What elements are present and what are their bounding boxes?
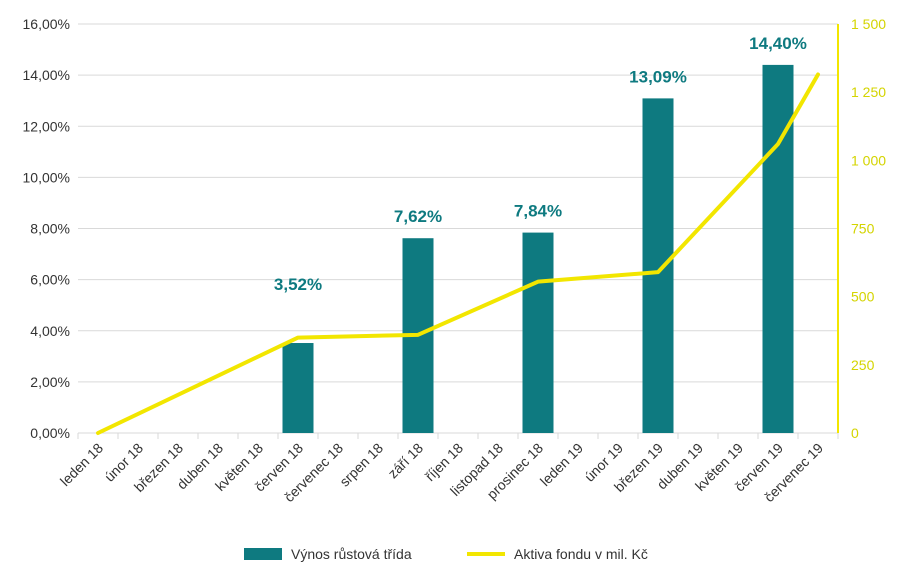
x-tick-label: srpen 18 <box>336 440 386 490</box>
line-series <box>96 72 820 435</box>
legend-swatch-bar <box>244 548 282 560</box>
legend-label-line: Aktiva fondu v mil. Kč <box>514 546 648 562</box>
y-right-tick-label: 1 500 <box>851 16 886 32</box>
x-tick-label: leden 19 <box>537 440 586 489</box>
y-right-tick-label: 1 250 <box>851 84 886 100</box>
bar <box>282 343 314 433</box>
x-tick-label: září 18 <box>385 440 427 482</box>
y-left-tick-label: 10,00% <box>23 169 70 185</box>
y-right-tick-label: 750 <box>851 221 875 237</box>
y-left-tick-label: 16,00% <box>23 16 70 32</box>
bars <box>282 64 794 434</box>
y-right-tick-label: 500 <box>851 289 875 305</box>
bar-data-label: 14,40% <box>749 34 807 53</box>
y-left-tick-label: 6,00% <box>30 272 70 288</box>
bar <box>762 64 794 434</box>
left-axis-ticks: 0,00% 2,00% 4,00% 6,00% 8,00% 10,00% 12,00% 14,… <box>23 16 70 441</box>
bar-data-label: 7,84% <box>514 202 562 221</box>
y-left-tick-label: 2,00% <box>30 374 70 390</box>
gridlines <box>78 23 838 434</box>
bar-labels: 3,52% 7,62% 7,84% 13,09% 14,40% <box>274 34 807 294</box>
bar-data-label: 3,52% <box>274 275 322 294</box>
legend: Výnos růstová třída Aktiva fondu v mil. … <box>244 546 648 562</box>
bar <box>642 98 674 433</box>
bar-data-label: 13,09% <box>629 67 687 86</box>
bar-data-label: 7,62% <box>394 207 442 226</box>
y-left-tick-label: 4,00% <box>30 323 70 339</box>
line-path <box>96 72 820 435</box>
y-left-tick-label: 14,00% <box>23 67 70 83</box>
y-left-tick-label: 0,00% <box>30 425 70 441</box>
bar <box>522 232 554 433</box>
legend-label-bar: Výnos růstová třída <box>291 546 412 562</box>
y-right-tick-label: 1 000 <box>851 152 886 168</box>
right-axis-ticks: 0 250 500 750 1 000 1 250 1 500 <box>851 16 886 441</box>
y-right-tick-label: 0 <box>851 425 859 441</box>
x-tick-label: leden 18 <box>57 440 106 489</box>
y-left-tick-label: 8,00% <box>30 221 70 237</box>
y-right-tick-label: 250 <box>851 357 875 373</box>
y-left-tick-label: 12,00% <box>23 118 70 134</box>
